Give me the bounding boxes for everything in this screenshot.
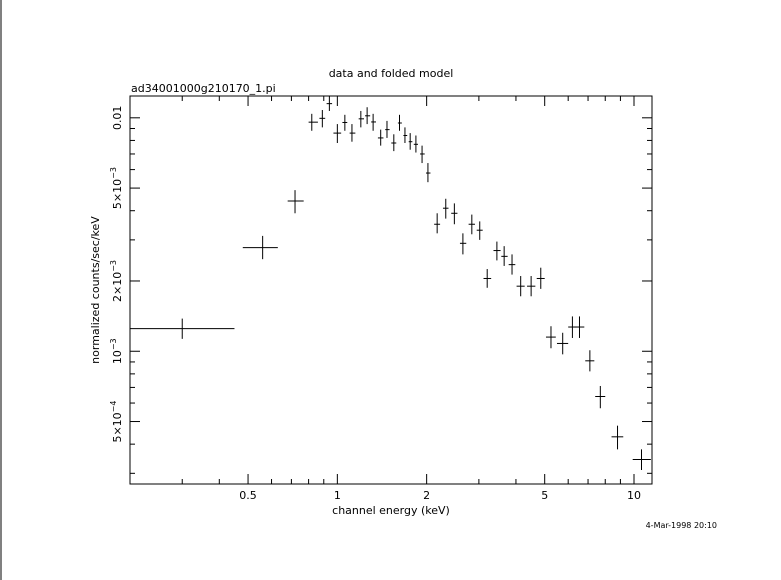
y-tick-label: 2×10−3: [109, 260, 124, 302]
data-point: [536, 267, 545, 289]
data-point: [459, 233, 467, 255]
y-tick-label: 10−3: [109, 338, 124, 364]
x-axis-label: channel energy (keV): [332, 504, 450, 517]
x-tick-label: 2: [423, 489, 430, 502]
data-point: [319, 110, 326, 128]
timestamp: 4-Mar-1998 20:10: [646, 521, 717, 530]
data-point: [426, 163, 431, 183]
data-point: [545, 326, 556, 349]
data-point: [408, 133, 413, 150]
y-tick-label: 5×10−4: [109, 401, 124, 443]
data-point: [468, 214, 475, 235]
data-point: [585, 350, 595, 372]
data-point: [377, 129, 384, 146]
data-point: [413, 135, 418, 153]
data-point: [391, 134, 397, 152]
data-point: [508, 254, 516, 275]
data-point: [451, 203, 458, 225]
x-tick-label: 0.5: [239, 489, 257, 502]
y-tick-label: 5×10−3: [109, 167, 124, 209]
data-point: [556, 332, 569, 355]
x-tick-label: 5: [541, 489, 548, 502]
data-point: [130, 318, 235, 339]
data-point: [326, 96, 333, 111]
data-point: [476, 221, 483, 240]
data-point: [385, 120, 390, 138]
data-point: [397, 114, 402, 131]
chart-subtitle: ad34001000g210170_1.pi: [131, 82, 276, 95]
chart-title: data and folded model: [329, 67, 454, 80]
data-point: [501, 246, 508, 266]
data-point: [365, 107, 371, 125]
data-point: [420, 145, 425, 164]
data-point: [595, 385, 606, 409]
data-point: [333, 124, 342, 143]
data-point: [349, 124, 356, 142]
y-tick-label: 0.01: [111, 106, 124, 130]
data-point: [358, 110, 365, 128]
data-point: [516, 276, 525, 297]
x-tick-label: 1: [334, 489, 341, 502]
data-points: [130, 96, 651, 470]
y-axis-label: normalized counts/sec/keV: [89, 216, 102, 364]
y-axis: 0.01 5×10−3 2×10−3 10−3 5×10−4: [109, 106, 652, 474]
data-point: [527, 276, 536, 297]
data-point: [308, 113, 318, 131]
plot-frame: [129, 95, 653, 485]
data-point: [483, 269, 492, 288]
data-point: [493, 241, 501, 261]
data-point: [434, 213, 441, 234]
data-point: [287, 190, 304, 214]
data-point: [442, 198, 449, 219]
data-point: [371, 113, 377, 131]
x-axis: 0.5 1 2 5 10: [129, 96, 641, 502]
data-point: [611, 425, 624, 450]
data-point: [403, 127, 408, 143]
data-point: [242, 235, 278, 260]
x-tick-label: 10: [627, 489, 641, 502]
data-point: [342, 114, 348, 131]
data-point: [574, 316, 585, 338]
data-point: [632, 449, 651, 470]
